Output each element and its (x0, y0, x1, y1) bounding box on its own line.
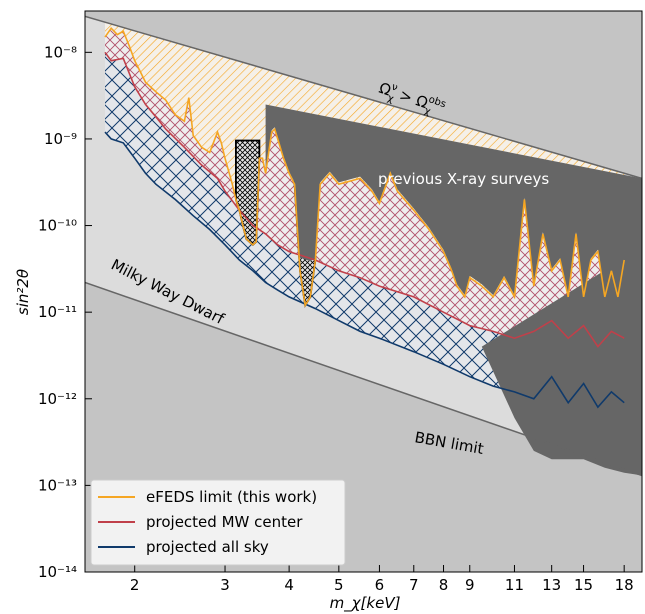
y-tick-label: 10⁻¹³ (38, 476, 77, 494)
legend-label-mw: projected MW center (146, 513, 303, 531)
y-tick-label: 10⁻¹⁰ (38, 217, 77, 235)
x-axis: 2 3 4 5 6 7 8 9 11 13 15 18 (130, 565, 634, 594)
y-tick-label: 10⁻⁹ (44, 130, 77, 148)
x-tick-label: 2 (130, 576, 140, 594)
y-tick-label: 10⁻¹¹ (38, 303, 77, 321)
x-axis-label: m_χ[keV] (330, 594, 401, 613)
x-tick-label: 8 (439, 576, 449, 594)
legend-box (90, 479, 346, 566)
overproduction-line (85, 15, 642, 180)
x-tick-label: 11 (505, 576, 524, 594)
legend-label-all-sky: projected all sky (146, 538, 269, 556)
series-projected-mw-center (104, 51, 625, 348)
x-tick-label: 3 (220, 576, 230, 594)
plot-frame (84, 10, 643, 573)
x-tick-label: 15 (574, 576, 593, 594)
x-tick-label: 7 (409, 576, 419, 594)
series-projected-all-sky (104, 131, 625, 409)
y-tick-label: 10⁻⁸ (44, 43, 77, 61)
legend: eFEDS limit (this work) projected MW cen… (90, 479, 346, 566)
x-tick-label: 6 (375, 576, 385, 594)
x-tick-label: 13 (542, 576, 561, 594)
legend-label-efeds: eFEDS limit (this work) (146, 488, 317, 506)
x-tick-label: 18 (615, 576, 634, 594)
y-axis-label: sin²2θ (14, 269, 32, 315)
x-tick-label: 5 (334, 576, 344, 594)
y-tick-label: 10⁻¹² (38, 390, 77, 408)
y-axis: 10⁻⁸ 10⁻⁹ 10⁻¹⁰ 10⁻¹¹ 10⁻¹² 10⁻¹³ 10⁻¹⁴ (38, 43, 92, 581)
x-tick-label: 4 (284, 576, 294, 594)
y-tick-label: 10⁻¹⁴ (38, 563, 77, 581)
x-tick-label: 9 (465, 576, 475, 594)
annotation-xray: previous X-ray surveys (378, 170, 549, 188)
overproduction-band (85, 11, 642, 179)
series-efeds-limit (104, 26, 625, 308)
previous-xray-region (265, 104, 642, 476)
bbn-line (85, 281, 642, 477)
